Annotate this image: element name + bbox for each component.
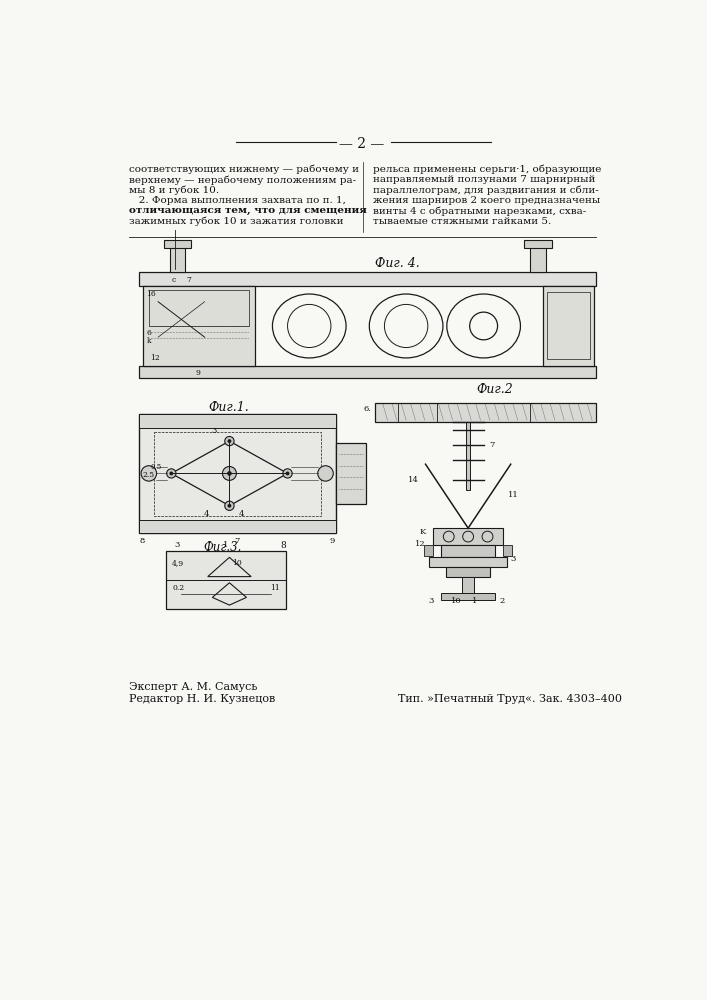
Text: 9: 9 (329, 537, 335, 545)
Text: 11: 11 (508, 491, 519, 499)
Text: 11: 11 (270, 584, 280, 592)
Text: 3: 3 (175, 541, 180, 549)
Circle shape (170, 472, 173, 475)
Text: 3: 3 (211, 427, 216, 435)
Bar (424, 545, 433, 556)
Text: 4,9: 4,9 (172, 559, 185, 567)
Circle shape (141, 466, 156, 481)
Circle shape (225, 501, 234, 510)
Bar (429, 557, 507, 567)
Text: 6: 6 (146, 329, 151, 337)
Bar (149, 290, 249, 326)
Text: 7: 7 (489, 441, 494, 449)
Text: 1: 1 (472, 597, 477, 605)
Bar (547, 292, 590, 359)
Text: 8: 8 (140, 537, 146, 545)
Text: верхнему — нерабочему положениям ра-: верхнему — нерабочему положениям ра- (129, 175, 356, 185)
Text: винты 4 с обратными нарезками, схва-: винты 4 с обратными нарезками, схва- (373, 206, 586, 216)
Bar (139, 414, 337, 428)
Text: Фиг.2: Фиг.2 (476, 383, 513, 396)
Circle shape (283, 469, 292, 478)
Text: направляемый ползунами 7 шарнирный: направляемый ползунами 7 шарнирный (373, 175, 595, 184)
Bar (530, 246, 546, 272)
Text: мы 8 и губок 10.: мы 8 и губок 10. (129, 185, 218, 195)
Bar (139, 520, 337, 533)
Text: 2.5: 2.5 (142, 471, 154, 479)
Text: Редактор Н. И. Кузнецов: Редактор Н. И. Кузнецов (129, 694, 275, 704)
Bar (166, 551, 286, 609)
Text: 14: 14 (409, 476, 419, 484)
Text: 3: 3 (428, 597, 433, 605)
Text: 2: 2 (499, 597, 504, 605)
Text: 0.2: 0.2 (172, 584, 185, 592)
Bar (446, 567, 490, 577)
Bar (462, 577, 474, 593)
Bar (524, 240, 552, 248)
Bar (139, 414, 337, 533)
Circle shape (228, 439, 231, 443)
Text: отличающаяся тем, что для смещения: отличающаяся тем, что для смещения (129, 206, 366, 215)
Bar (163, 240, 192, 248)
Text: 10: 10 (232, 559, 242, 567)
Bar (433, 528, 503, 545)
Circle shape (225, 436, 234, 446)
Bar (375, 403, 596, 422)
Circle shape (167, 469, 176, 478)
Circle shape (227, 471, 232, 476)
Text: 7: 7 (187, 276, 192, 284)
Text: 2. Форма выполнения захвата по п. 1,: 2. Форма выполнения захвата по п. 1, (129, 196, 346, 205)
Text: 6.: 6. (363, 405, 371, 413)
Text: соответствующих нижнему — рабочему и: соответствующих нижнему — рабочему и (129, 165, 358, 174)
Text: Эксперт А. М. Самусь: Эксперт А. М. Самусь (129, 682, 257, 692)
Bar (441, 545, 495, 557)
Text: 0.5: 0.5 (151, 463, 162, 471)
Bar (466, 422, 470, 490)
Circle shape (228, 504, 231, 508)
Text: Тип. »Печатный Труд«. Зак. 4303–400: Тип. »Печатный Труд«. Зак. 4303–400 (398, 694, 622, 704)
Text: 8: 8 (281, 541, 286, 550)
Text: Фиг. 4.: Фиг. 4. (375, 257, 420, 270)
Text: тываемые стяжными гайками 5.: тываемые стяжными гайками 5. (373, 217, 551, 226)
Text: жения шарниров 2 коего предназначены: жения шарниров 2 коего предназначены (373, 196, 600, 205)
Bar (503, 545, 513, 556)
Text: 9: 9 (196, 369, 201, 377)
Bar (139, 272, 596, 286)
Text: зажимных губок 10 и зажатия головки: зажимных губок 10 и зажатия головки (129, 217, 343, 226)
Text: параллелограм, для раздвигания и сбли-: параллелограм, для раздвигания и сбли- (373, 185, 599, 195)
Bar (337, 443, 366, 504)
Circle shape (317, 466, 333, 481)
Text: рельса применены серьги·1, образующие: рельса применены серьги·1, образующие (373, 165, 601, 174)
Text: 10: 10 (451, 597, 462, 605)
Bar (143, 286, 255, 366)
Text: — 2 —: — 2 — (339, 137, 385, 151)
Text: k: k (146, 337, 151, 345)
Text: 7: 7 (235, 537, 240, 545)
Text: K: K (419, 528, 426, 536)
Bar (139, 366, 596, 378)
Text: 3: 3 (510, 555, 516, 563)
Text: 16: 16 (146, 290, 156, 298)
Text: 4: 4 (204, 510, 209, 518)
Text: 4: 4 (238, 510, 244, 518)
Text: 1: 1 (223, 541, 228, 549)
Text: Фиг.1.: Фиг.1. (209, 401, 250, 414)
Text: 12: 12 (415, 540, 426, 548)
Text: c: c (172, 276, 176, 284)
Bar (154, 432, 321, 516)
Circle shape (286, 472, 289, 475)
Bar (170, 246, 185, 272)
Bar (543, 286, 594, 366)
Bar (441, 593, 495, 600)
Text: Фиг.3.: Фиг.3. (203, 541, 242, 554)
Circle shape (223, 467, 236, 480)
Text: 12: 12 (151, 354, 160, 362)
